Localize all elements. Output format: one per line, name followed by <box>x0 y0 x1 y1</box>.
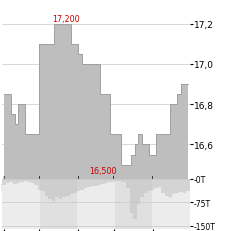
Bar <box>40 179 77 229</box>
Bar <box>77 179 115 229</box>
Bar <box>165 179 168 196</box>
Bar <box>2 179 40 229</box>
Bar <box>70 179 73 195</box>
Bar <box>13 179 17 185</box>
Bar <box>2 179 6 185</box>
Bar <box>186 179 190 191</box>
Bar <box>133 179 137 219</box>
Bar <box>52 179 55 201</box>
Bar <box>137 179 140 204</box>
Bar <box>31 179 34 184</box>
Bar <box>62 179 66 198</box>
Bar <box>87 179 91 188</box>
Bar <box>27 179 31 183</box>
Text: 16,500: 16,500 <box>89 166 116 175</box>
Bar <box>108 179 112 183</box>
Bar <box>9 179 13 183</box>
Bar <box>38 179 41 190</box>
Bar <box>55 179 59 198</box>
Bar <box>140 179 144 198</box>
Bar <box>179 179 183 192</box>
Bar <box>77 179 80 191</box>
Bar <box>172 179 175 195</box>
Bar <box>48 179 52 199</box>
Bar <box>105 179 108 184</box>
Text: 17,200: 17,200 <box>52 15 79 24</box>
Bar <box>119 179 122 181</box>
Bar <box>152 179 190 229</box>
Bar <box>112 179 115 182</box>
Bar <box>168 179 172 198</box>
Bar <box>126 179 130 188</box>
Bar <box>34 179 38 185</box>
Bar <box>183 179 186 193</box>
Bar <box>20 179 24 182</box>
Bar <box>24 179 27 181</box>
Bar <box>91 179 94 187</box>
Bar <box>175 179 179 193</box>
Bar <box>151 179 154 190</box>
Bar <box>80 179 84 190</box>
Bar <box>144 179 147 193</box>
Bar <box>115 179 119 181</box>
Bar <box>130 179 133 213</box>
Bar <box>158 179 161 188</box>
Bar <box>66 179 70 196</box>
Bar <box>154 179 158 188</box>
Bar <box>147 179 151 191</box>
Bar <box>6 179 9 184</box>
Bar <box>59 179 62 199</box>
Bar <box>115 179 152 229</box>
Bar <box>45 179 48 196</box>
Bar <box>98 179 101 185</box>
Bar <box>17 179 20 184</box>
Bar <box>84 179 87 188</box>
Bar <box>101 179 105 185</box>
Bar <box>41 179 45 191</box>
Bar <box>161 179 165 193</box>
Bar <box>73 179 77 193</box>
Bar <box>122 179 126 182</box>
Bar <box>94 179 98 186</box>
